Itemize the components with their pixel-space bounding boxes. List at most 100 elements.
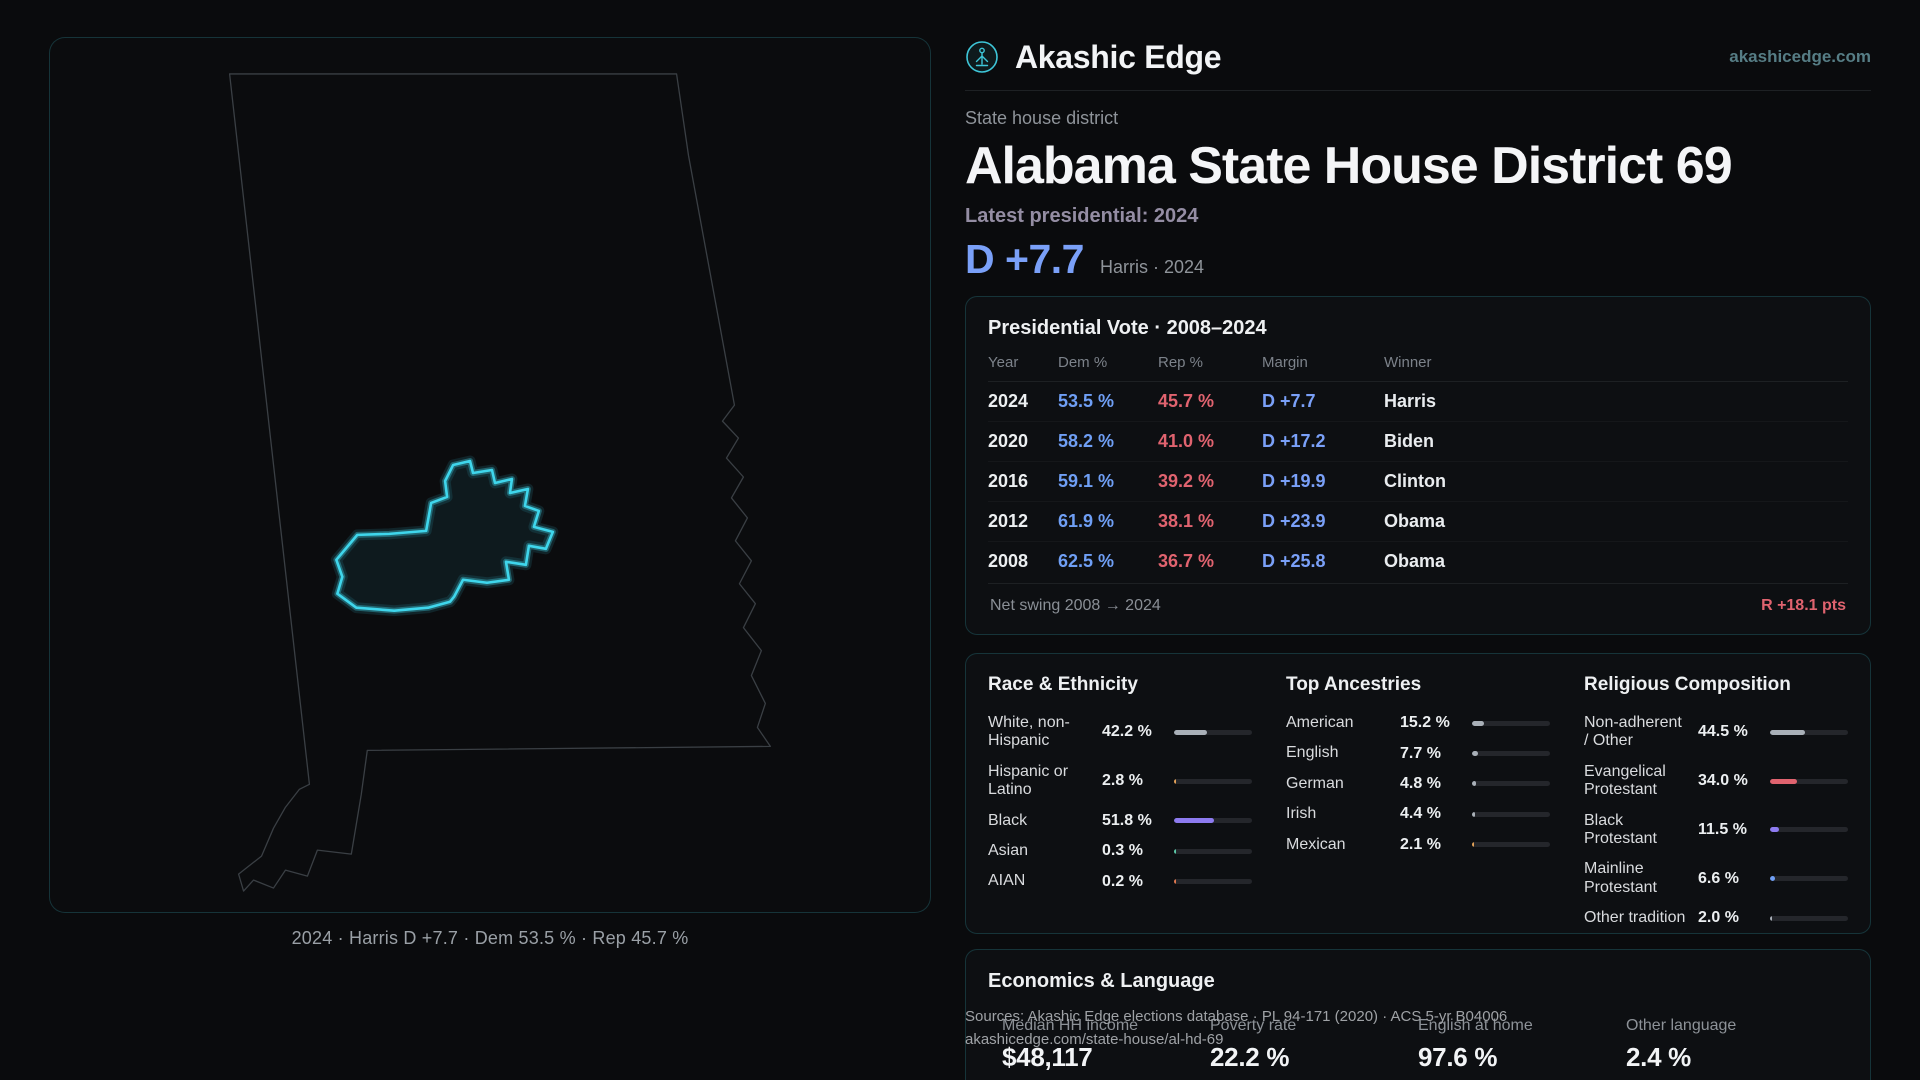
dem-cell: 61.9 % xyxy=(1058,511,1115,531)
demo-value: 34.0 % xyxy=(1698,772,1748,790)
stat-label: Poverty rate xyxy=(1210,1017,1297,1034)
demo-row: Evangelical Protestant 34.0 % xyxy=(1584,757,1848,806)
year-cell: 2024 xyxy=(988,391,1029,411)
demo-bar-fill xyxy=(1472,720,1484,726)
margin-cell: D +19.9 xyxy=(1262,471,1326,491)
demographics-card: Race & Ethnicity White, non-Hispanic 42.… xyxy=(965,653,1871,934)
stat-label: English at home xyxy=(1418,1017,1533,1034)
demo-row: Hispanic or Latino 2.8 % xyxy=(988,757,1252,806)
demo-value: 15.2 % xyxy=(1400,714,1450,732)
demo-label: Black xyxy=(988,811,1028,829)
section-title: Top Ancestries xyxy=(1286,674,1422,695)
net-swing-value: R +18.1 pts xyxy=(1761,597,1846,614)
demo-label: AIAN xyxy=(988,872,1026,890)
demo-bar-fill xyxy=(1770,876,1776,882)
demo-row: White, non-Hispanic 42.2 % xyxy=(988,708,1252,757)
winner-cell: Clinton xyxy=(1384,471,1446,491)
margin-cell: D +25.8 xyxy=(1262,551,1326,571)
demo-bar-fill xyxy=(1770,827,1779,833)
demo-value: 2.1 % xyxy=(1400,835,1441,853)
net-swing-row: Net swing 2008 → 2024 R +18.1 pts xyxy=(988,583,1848,628)
brand-domain-link[interactable]: akashicedge.com xyxy=(1729,47,1871,66)
economics-stats-row: Median HH income $48,117 Poverty rate 22… xyxy=(988,1017,1848,1073)
demo-bar-fill xyxy=(1472,751,1478,757)
demo-bar-fill xyxy=(1472,842,1474,848)
header-divider xyxy=(965,90,1871,91)
demo-bar xyxy=(1472,751,1550,757)
kicker: State house district xyxy=(965,108,1119,128)
dem-cell: 53.5 % xyxy=(1058,391,1115,411)
winner-cell: Obama xyxy=(1384,551,1446,571)
demo-row: German 4.8 % xyxy=(1286,769,1550,799)
religious-composition-section: Religious Composition Non-adherent / Oth… xyxy=(1584,674,1848,934)
rep-cell: 45.7 % xyxy=(1158,391,1215,411)
stat-value: 97.6 % xyxy=(1418,1042,1498,1072)
rep-cell: 36.7 % xyxy=(1158,551,1215,571)
district-69-shape[interactable] xyxy=(335,459,555,612)
demo-bar xyxy=(1770,729,1848,735)
demo-value: 42.2 % xyxy=(1102,723,1152,741)
col-margin: Margin xyxy=(1262,354,1308,371)
margin-note: Harris · 2024 xyxy=(1099,257,1204,277)
demo-row: Other tradition 2.0 % xyxy=(1584,903,1848,933)
col-year: Year xyxy=(988,354,1019,371)
demo-bar-fill xyxy=(1770,915,1772,921)
brand-row: Akashic Edge akashicedge.com xyxy=(965,39,1871,75)
margin-cell: D +23.9 xyxy=(1262,511,1326,531)
demo-label: White, non-Hispanic xyxy=(988,714,1070,750)
winner-cell: Biden xyxy=(1384,431,1435,451)
demo-bar xyxy=(1472,720,1550,726)
rep-cell: 41.0 % xyxy=(1158,431,1215,451)
alabama-map xyxy=(228,73,772,892)
demo-value: 11.5 % xyxy=(1698,820,1747,838)
demo-value: 51.8 % xyxy=(1102,811,1152,829)
stat-label: Other language xyxy=(1626,1017,1737,1034)
margin-headline: D +7.7 xyxy=(965,236,1084,282)
brand-logo-icon[interactable] xyxy=(965,40,999,74)
demo-value: 6.6 % xyxy=(1698,869,1739,887)
demo-label: Hispanic or Latino xyxy=(988,762,1069,799)
stat-english-at-home: English at home 97.6 % xyxy=(1418,1017,1626,1073)
demo-row: Mexican 2.1 % xyxy=(1286,830,1550,860)
map-panel xyxy=(49,37,931,913)
section-title: Race & Ethnicity xyxy=(988,674,1138,695)
top-ancestries-section: Top Ancestries American 15.2 % English 7… xyxy=(1286,674,1550,934)
source-url[interactable]: akashicedge.com/state-house/al-hd-69 xyxy=(965,1031,1224,1049)
net-swing-label: Net swing 2008 → 2024 xyxy=(990,597,1161,614)
demo-label: English xyxy=(1286,744,1339,762)
year-cell: 2020 xyxy=(988,431,1029,451)
year-cell: 2012 xyxy=(988,511,1029,531)
stat-value: 22.2 % xyxy=(1210,1042,1290,1072)
demo-bar-fill xyxy=(1472,781,1476,787)
stat-value: 2.4 % xyxy=(1626,1042,1691,1072)
winner-cell: Harris xyxy=(1384,391,1437,411)
pres-row: 2008 62.5 % 36.7 % D +25.8 Obama xyxy=(988,542,1848,581)
demo-bar-fill xyxy=(1174,848,1176,854)
year-cell: 2016 xyxy=(988,471,1029,491)
winner-cell: Obama xyxy=(1384,511,1446,531)
demo-bar-fill xyxy=(1174,729,1207,735)
demo-bar-fill xyxy=(1174,879,1176,885)
demo-value: 4.4 % xyxy=(1400,805,1441,823)
demo-bar-fill xyxy=(1770,778,1797,784)
stat-label: Median HH income xyxy=(1002,1017,1139,1034)
demo-bar xyxy=(1174,729,1252,735)
page-title: Alabama State House District 69 xyxy=(965,137,1733,195)
demo-bar xyxy=(1472,781,1550,787)
demo-label: Irish xyxy=(1286,805,1317,823)
pres-row: 2012 61.9 % 38.1 % D +23.9 Obama xyxy=(988,502,1848,542)
map-caption: 2024 · Harris D +7.7 · Dem 53.5 % · Rep … xyxy=(291,928,689,948)
dem-cell: 59.1 % xyxy=(1058,471,1115,491)
demo-bar xyxy=(1174,818,1252,824)
demo-bar xyxy=(1174,778,1252,784)
demo-bar xyxy=(1770,827,1848,833)
rep-cell: 38.1 % xyxy=(1158,511,1215,531)
presidential-table-header: Year Dem % Rep % Margin Winner xyxy=(988,354,1848,382)
stat-other-language: Other language 2.4 % xyxy=(1626,1017,1834,1073)
margin-cell: D +17.2 xyxy=(1262,431,1326,451)
demo-bar xyxy=(1770,876,1848,882)
alabama-outline xyxy=(228,73,772,892)
demo-value: 2.0 % xyxy=(1698,909,1739,927)
demo-row: Asian 0.3 % xyxy=(988,836,1252,866)
